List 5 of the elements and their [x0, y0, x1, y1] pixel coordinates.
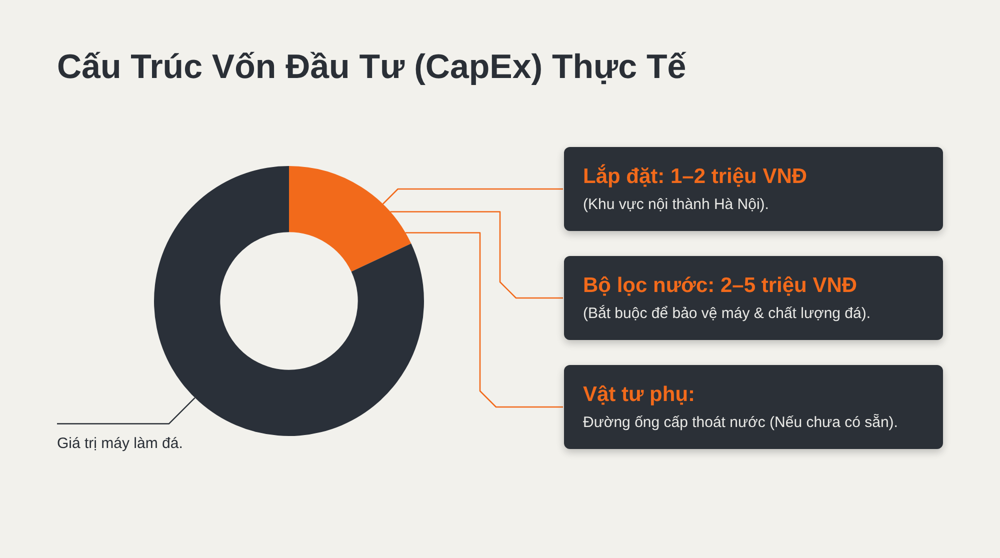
chart-title: Cấu Trúc Vốn Đầu Tư (CapEx) Thực Tế [57, 48, 686, 86]
callout-card: Vật tư phụ: Đường ống cấp thoát nước (Nếu chưa có sẵn). [564, 365, 943, 449]
callout-card: Lắp đặt: 1–2 triệu VNĐ (Khu vực nội thành Hà Nội). [564, 147, 943, 231]
callout-card: Bộ lọc nước: 2–5 triệu VNĐ (Bắt buộc để bảo vệ máy & chất lượng đá). [564, 256, 943, 340]
slice-label: Giá trị máy làm đá. [57, 434, 183, 452]
